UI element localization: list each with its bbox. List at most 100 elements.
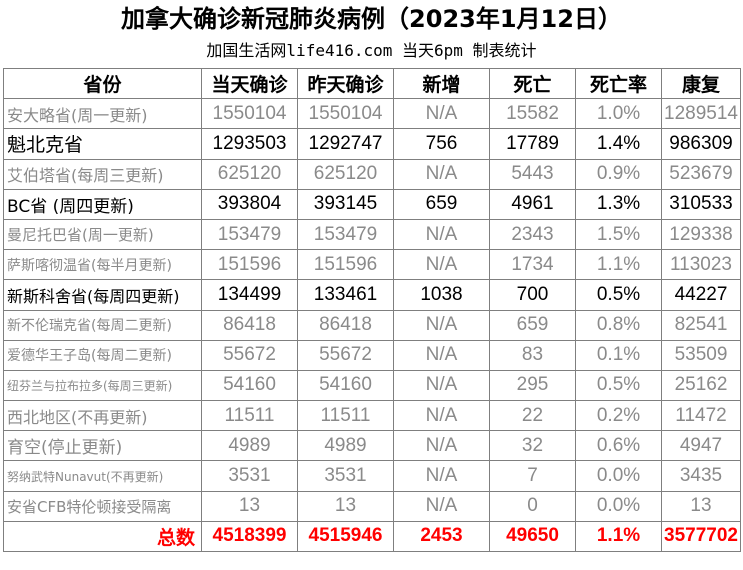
new-cell: N/A [393, 158, 490, 190]
province-cell: 爱德华王子岛(每周二更新) [3, 339, 202, 371]
today-cell: 151596 [201, 249, 298, 281]
total-yesterday: 4515946 [297, 520, 394, 553]
recovered-cell: 11472 [661, 400, 741, 432]
deaths-cell: 5443 [489, 158, 576, 190]
death-rate-cell: 0.0% [575, 460, 662, 492]
province-cell: BC省 (周四更新) [3, 188, 202, 220]
yesterday-cell: 4989 [297, 430, 394, 462]
deaths-cell: 2343 [489, 218, 576, 251]
header-deaths: 死亡 [489, 67, 576, 100]
new-cell: N/A [393, 369, 490, 402]
deaths-cell: 17789 [489, 128, 576, 160]
total-deaths: 49650 [489, 520, 576, 553]
yesterday-cell: 11511 [297, 400, 394, 432]
death-rate-cell: 1.4% [575, 128, 662, 160]
yesterday-cell: 3531 [297, 460, 394, 492]
yesterday-cell: 1292747 [297, 128, 394, 160]
today-cell: 55672 [201, 339, 298, 371]
new-cell: N/A [393, 460, 490, 492]
province-cell: 艾伯塔省(每周三更新) [3, 158, 202, 190]
header-recovered: 康复 [661, 67, 741, 100]
death-rate-cell: 1.0% [575, 98, 662, 130]
header-today: 当天确诊 [201, 67, 298, 100]
yesterday-cell: 55672 [297, 339, 394, 371]
yesterday-cell: 1550104 [297, 98, 394, 130]
yesterday-cell: 133461 [297, 279, 394, 311]
total-today: 4518399 [201, 520, 298, 553]
deaths-cell: 295 [489, 369, 576, 402]
today-cell: 625120 [201, 158, 298, 190]
recovered-cell: 523679 [661, 158, 741, 190]
new-cell: 659 [393, 188, 490, 220]
today-cell: 1293503 [201, 128, 298, 160]
province-cell: 曼尼托巴省(周一更新) [3, 218, 202, 251]
page-title: 加拿大确诊新冠肺炎病例（2023年1月12日） [121, 5, 622, 33]
today-cell: 86418 [201, 309, 298, 341]
header-province: 省份 [3, 67, 202, 100]
total-label: 总数 [3, 520, 202, 553]
death-rate-cell: 0.8% [575, 309, 662, 341]
deaths-cell: 4961 [489, 188, 576, 220]
death-rate-cell: 0.0% [575, 490, 662, 522]
today-cell: 13 [201, 490, 298, 522]
province-cell: 萨斯喀彻温省(每半月更新) [3, 249, 202, 281]
header-row: 省份 当天确诊 昨天确诊 新增 死亡 死亡率 康复 [3, 67, 741, 100]
total-new: 2453 [393, 520, 490, 553]
province-cell: 新不伦瑞克省(每周二更新) [3, 309, 202, 341]
new-cell: N/A [393, 490, 490, 522]
recovered-cell: 1289514 [661, 98, 741, 130]
province-cell: 努纳武特Nunavut(不再更新) [3, 460, 202, 492]
deaths-cell: 15582 [489, 98, 576, 130]
death-rate-cell: 0.5% [575, 369, 662, 402]
death-rate-cell: 0.1% [575, 339, 662, 371]
province-cell: 新斯科舍省(每周四更新) [3, 279, 202, 311]
page-subtitle: 加国生活网life416.com 当天6pm 制表统计 [206, 41, 537, 60]
table-row: 魁北克省 1293503 1292747 756 17789 1.4% 986309 [3, 128, 741, 160]
new-cell: N/A [393, 98, 490, 130]
death-rate-cell: 0.9% [575, 158, 662, 190]
table-row: 努纳武特Nunavut(不再更新) 3531 3531 N/A 7 0.0% 3435 [3, 460, 741, 492]
province-cell: 西北地区(不再更新) [3, 400, 202, 432]
new-cell: N/A [393, 249, 490, 281]
deaths-cell: 700 [489, 279, 576, 311]
recovered-cell: 82541 [661, 309, 741, 341]
today-cell: 153479 [201, 218, 298, 251]
table-row: 纽芬兰与拉布拉多(每周三更新) 54160 54160 N/A 295 0.5% 25162 [3, 369, 741, 402]
yesterday-cell: 625120 [297, 158, 394, 190]
today-cell: 4989 [201, 430, 298, 462]
new-cell: N/A [393, 309, 490, 341]
today-cell: 1550104 [201, 98, 298, 130]
today-cell: 393804 [201, 188, 298, 220]
deaths-cell: 22 [489, 400, 576, 432]
total-death-rate: 1.1% [575, 520, 662, 553]
table-row: 艾伯塔省(每周三更新) 625120 625120 N/A 5443 0.9% 523679 [3, 158, 741, 190]
table-row: BC省 (周四更新) 393804 393145 659 4961 1.3% 310533 [3, 188, 741, 220]
recovered-cell: 4947 [661, 430, 741, 462]
recovered-cell: 113023 [661, 249, 741, 281]
table-row: 安大略省(周一更新) 1550104 1550104 N/A 15582 1.0% 1289… [3, 98, 741, 130]
recovered-cell: 25162 [661, 369, 741, 402]
table-row: 西北地区(不再更新) 11511 11511 N/A 22 0.2% 11472 [3, 400, 741, 432]
new-cell: 1038 [393, 279, 490, 311]
table-row: 育空(停止更新) 4989 4989 N/A 32 0.6% 4947 [3, 430, 741, 462]
table-row: 新斯科舍省(每周四更新) 134499 133461 1038 700 0.5% 44227 [3, 279, 741, 311]
deaths-cell: 7 [489, 460, 576, 492]
new-cell: N/A [393, 218, 490, 251]
deaths-cell: 32 [489, 430, 576, 462]
recovered-cell: 53509 [661, 339, 741, 371]
deaths-cell: 659 [489, 309, 576, 341]
table-row: 曼尼托巴省(周一更新) 153479 153479 N/A 2343 1.5% 129338 [3, 218, 741, 251]
recovered-cell: 129338 [661, 218, 741, 251]
new-cell: N/A [393, 339, 490, 371]
recovered-cell: 986309 [661, 128, 741, 160]
header-death-rate: 死亡率 [575, 67, 662, 100]
province-cell: 安大略省(周一更新) [3, 98, 202, 130]
province-cell: 纽芬兰与拉布拉多(每周三更新) [3, 369, 202, 402]
table-row: 爱德华王子岛(每周二更新) 55672 55672 N/A 83 0.1% 53509 [3, 339, 741, 371]
recovered-cell: 310533 [661, 188, 741, 220]
province-cell: 魁北克省 [3, 128, 202, 160]
header-new: 新增 [393, 67, 490, 100]
new-cell: N/A [393, 430, 490, 462]
province-cell: 安省CFB特伦顿接受隔离 [3, 490, 202, 522]
deaths-cell: 1734 [489, 249, 576, 281]
